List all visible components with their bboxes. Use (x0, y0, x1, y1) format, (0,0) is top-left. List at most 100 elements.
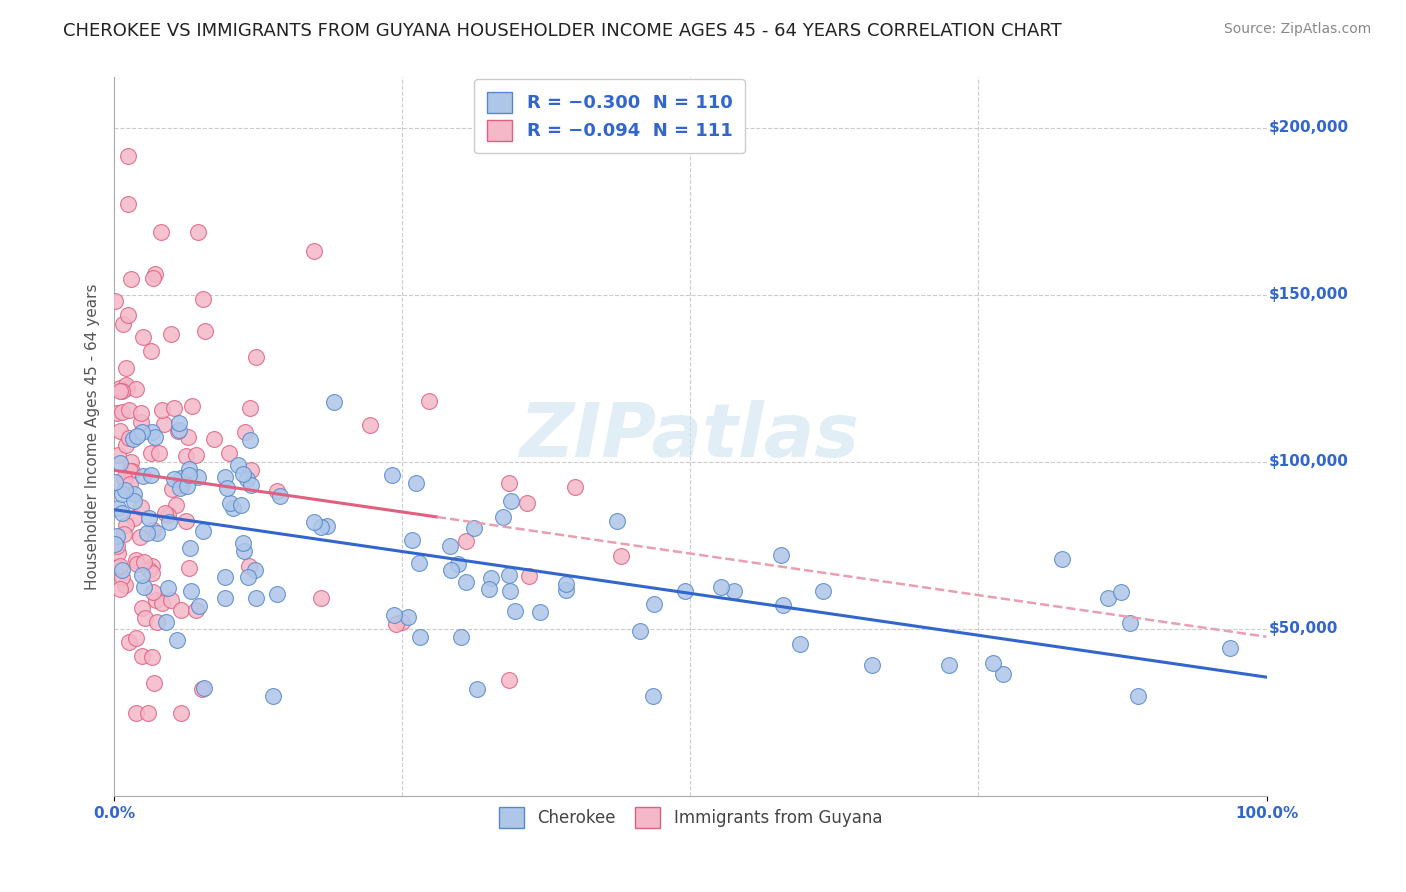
Point (108, 558, 131, 573)
Point (111, 507, 134, 521)
Point (142, 676, 165, 690)
Point (770, 548, 793, 562)
Point (323, 394, 346, 409)
Point (492, 510, 515, 524)
Point (108, 582, 131, 597)
Point (218, 496, 240, 510)
Point (163, 472, 186, 486)
Point (232, 467, 254, 481)
Point (186, 449, 208, 463)
Point (131, 568, 153, 582)
Point (143, 430, 166, 444)
Point (153, 417, 176, 432)
Point (174, 514, 197, 528)
Point (114, 471, 136, 485)
Point (128, 530, 150, 544)
Point (139, 446, 162, 460)
Point (165, 498, 187, 512)
Point (117, 308, 139, 322)
Point (117, 148, 139, 162)
Point (391, 615, 413, 630)
Point (789, 637, 811, 651)
Point (111, 487, 134, 501)
Point (170, 706, 193, 720)
Point (232, 535, 254, 549)
Point (991, 667, 1014, 681)
Point (401, 533, 423, 547)
Point (163, 401, 186, 416)
Point (236, 472, 259, 486)
Point (228, 458, 250, 472)
Point (233, 425, 256, 439)
Point (564, 480, 586, 494)
Point (409, 630, 432, 644)
Point (146, 615, 169, 630)
Point (146, 526, 169, 541)
Point (269, 489, 291, 503)
Point (229, 499, 252, 513)
Point (723, 583, 745, 598)
Point (131, 425, 153, 439)
Point (105, 406, 128, 420)
Point (381, 468, 404, 483)
Point (111, 570, 134, 584)
Point (478, 582, 501, 597)
Point (134, 611, 156, 625)
Point (112, 317, 135, 331)
Point (169, 423, 191, 437)
Point (316, 519, 339, 533)
Point (240, 463, 263, 477)
Point (238, 558, 260, 573)
Point (177, 468, 200, 483)
Point (141, 559, 163, 574)
Point (643, 597, 665, 611)
Point (166, 632, 188, 647)
Point (160, 593, 183, 607)
Point (606, 514, 628, 528)
Point (302, 515, 325, 529)
Point (214, 570, 236, 584)
Point (174, 449, 197, 463)
Point (245, 591, 267, 605)
Text: $200,000: $200,000 (1268, 120, 1348, 135)
Point (118, 634, 141, 648)
Point (498, 673, 520, 687)
Point (150, 225, 173, 239)
Point (108, 384, 131, 398)
Point (142, 523, 165, 537)
Point (114, 483, 136, 497)
Point (498, 568, 520, 582)
Point (499, 493, 522, 508)
Point (114, 378, 136, 392)
Point (129, 500, 152, 514)
Point (610, 549, 633, 563)
Point (529, 605, 551, 619)
Point (1097, 591, 1119, 606)
Point (160, 326, 183, 341)
Point (221, 501, 243, 516)
Point (129, 415, 152, 429)
Point (398, 610, 420, 624)
Point (218, 446, 240, 460)
Point (170, 603, 193, 617)
Point (266, 484, 288, 499)
Point (125, 557, 148, 571)
Point (179, 462, 201, 476)
Point (139, 468, 162, 483)
Point (772, 599, 794, 613)
Point (266, 587, 288, 601)
Point (1119, 615, 1142, 630)
Point (141, 425, 163, 440)
Point (860, 658, 883, 673)
Point (408, 556, 430, 570)
Text: Source: ZipAtlas.com: Source: ZipAtlas.com (1223, 22, 1371, 37)
Point (181, 399, 204, 413)
Point (107, 501, 129, 516)
Point (1050, 551, 1073, 566)
Point (359, 418, 381, 433)
Point (191, 681, 214, 696)
Point (141, 566, 163, 580)
Point (405, 475, 427, 490)
Point (643, 689, 665, 703)
Point (131, 648, 153, 663)
